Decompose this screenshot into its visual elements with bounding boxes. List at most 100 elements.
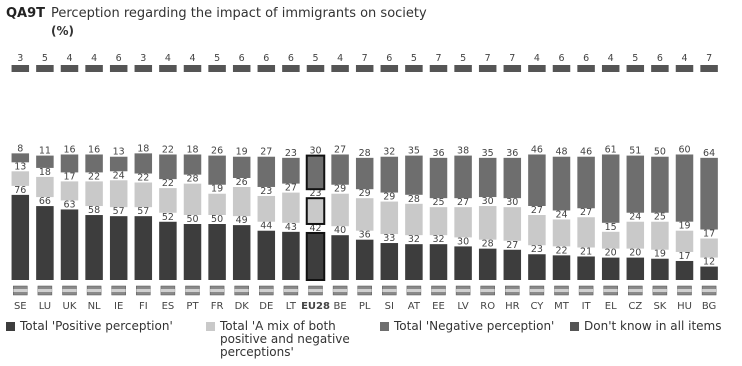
label-mix: 30 bbox=[506, 197, 518, 208]
bar-mix bbox=[355, 198, 374, 231]
label-dont-know: 6 bbox=[657, 53, 663, 64]
label-positive: 66 bbox=[39, 196, 51, 207]
category-label: IE bbox=[114, 301, 123, 312]
bar-dont-know bbox=[405, 65, 423, 72]
bar-dont-know bbox=[306, 65, 325, 72]
label-negative: 60 bbox=[678, 144, 690, 155]
label-mix: 23 bbox=[260, 186, 272, 197]
label-positive: 27 bbox=[506, 240, 518, 251]
bar-dont-know bbox=[159, 65, 177, 72]
label-dont-know: 4 bbox=[608, 53, 614, 64]
bar-positive bbox=[257, 230, 276, 280]
bar-dont-know bbox=[85, 65, 103, 72]
bar-negative bbox=[601, 154, 620, 223]
category-label: FI bbox=[139, 301, 148, 312]
bar-positive bbox=[503, 249, 522, 280]
label-dont-know: 4 bbox=[534, 53, 540, 64]
label-dont-know: 6 bbox=[263, 53, 269, 64]
bar-positive bbox=[454, 246, 472, 280]
bar-positive bbox=[159, 221, 177, 280]
bar-negative bbox=[380, 156, 399, 193]
label-negative: 18 bbox=[186, 144, 198, 155]
label-mix: 29 bbox=[359, 188, 371, 199]
country-flag-icon bbox=[234, 285, 249, 296]
bar-dont-know bbox=[208, 65, 226, 72]
legend-label: Total 'Negative perception' bbox=[394, 319, 555, 333]
country-flag-icon bbox=[554, 285, 569, 296]
label-positive: 33 bbox=[383, 233, 395, 244]
country-flag-icon bbox=[185, 285, 200, 296]
category-label: DK bbox=[235, 301, 250, 312]
bar-positive bbox=[305, 231, 326, 282]
label-dont-know: 4 bbox=[337, 53, 343, 64]
label-mix: 25 bbox=[654, 212, 666, 223]
bar-dont-know bbox=[257, 65, 276, 72]
bar-mix bbox=[577, 217, 595, 248]
label-negative: 36 bbox=[506, 148, 518, 159]
label-dont-know: 4 bbox=[189, 53, 195, 64]
label-positive: 57 bbox=[113, 206, 125, 217]
bar-negative bbox=[355, 157, 374, 190]
label-mix: 27 bbox=[531, 205, 543, 216]
country-flag-icon bbox=[578, 285, 594, 296]
bar-positive bbox=[208, 224, 226, 280]
label-mix: 22 bbox=[88, 171, 100, 182]
label-mix: 27 bbox=[285, 183, 297, 194]
bar-mix bbox=[700, 238, 718, 258]
bar-mix bbox=[651, 221, 669, 250]
label-mix: 29 bbox=[334, 184, 346, 195]
bar-mix bbox=[626, 221, 645, 249]
bar-mix bbox=[36, 176, 54, 198]
bar-negative bbox=[429, 157, 448, 199]
label-positive: 30 bbox=[457, 236, 469, 247]
category-label: UK bbox=[63, 301, 77, 312]
label-dont-know: 5 bbox=[460, 53, 466, 64]
country-flag-icon bbox=[382, 285, 397, 296]
label-positive: 43 bbox=[285, 222, 297, 233]
bar-dont-know bbox=[183, 65, 202, 72]
country-flag-icon bbox=[160, 285, 176, 296]
label-dont-know: 5 bbox=[42, 53, 48, 64]
bar-dont-know bbox=[429, 65, 448, 72]
bar-mix bbox=[134, 182, 153, 208]
bar-positive bbox=[528, 254, 546, 280]
bar-dont-know bbox=[380, 65, 399, 72]
category-label: ES bbox=[162, 301, 175, 312]
bar-mix bbox=[11, 171, 30, 186]
bar-positive bbox=[675, 260, 694, 280]
label-mix: 29 bbox=[383, 192, 395, 203]
bar-negative bbox=[134, 153, 153, 174]
label-dont-know: 4 bbox=[165, 53, 171, 64]
label-positive: 22 bbox=[555, 245, 567, 256]
legend-swatch bbox=[6, 322, 15, 331]
bar-negative bbox=[11, 153, 30, 163]
label-dont-know: 6 bbox=[288, 53, 294, 64]
label-positive: 23 bbox=[531, 244, 543, 255]
label-negative: 16 bbox=[63, 144, 75, 155]
bar-mix bbox=[478, 206, 497, 240]
label-positive: 58 bbox=[88, 205, 100, 216]
label-mix: 19 bbox=[211, 184, 223, 195]
label-mix: 24 bbox=[555, 209, 567, 220]
label-dont-know: 5 bbox=[411, 53, 417, 64]
country-flag-icon bbox=[701, 285, 717, 296]
bar-positive bbox=[85, 215, 103, 280]
label-negative: 23 bbox=[285, 148, 297, 159]
category-label: IT bbox=[582, 301, 592, 312]
bar-dont-know bbox=[478, 65, 497, 72]
label-negative: 13 bbox=[113, 147, 125, 158]
stacked-bar-chart: 761383SE6618115LU6317164UK5822164NL57241… bbox=[11, 53, 718, 312]
label-negative: 51 bbox=[629, 146, 641, 157]
label-negative: 22 bbox=[162, 144, 174, 155]
bar-positive bbox=[232, 225, 251, 280]
category-label: HU bbox=[677, 301, 692, 312]
category-label: SE bbox=[14, 301, 27, 312]
bar-mix bbox=[405, 203, 423, 236]
bar-negative bbox=[305, 154, 326, 191]
bar-positive bbox=[183, 224, 202, 280]
label-dont-know: 3 bbox=[140, 53, 146, 64]
label-mix: 17 bbox=[703, 229, 715, 240]
country-flag-icon bbox=[37, 285, 53, 296]
bar-positive bbox=[11, 194, 30, 280]
country-flag-icon bbox=[652, 285, 668, 296]
